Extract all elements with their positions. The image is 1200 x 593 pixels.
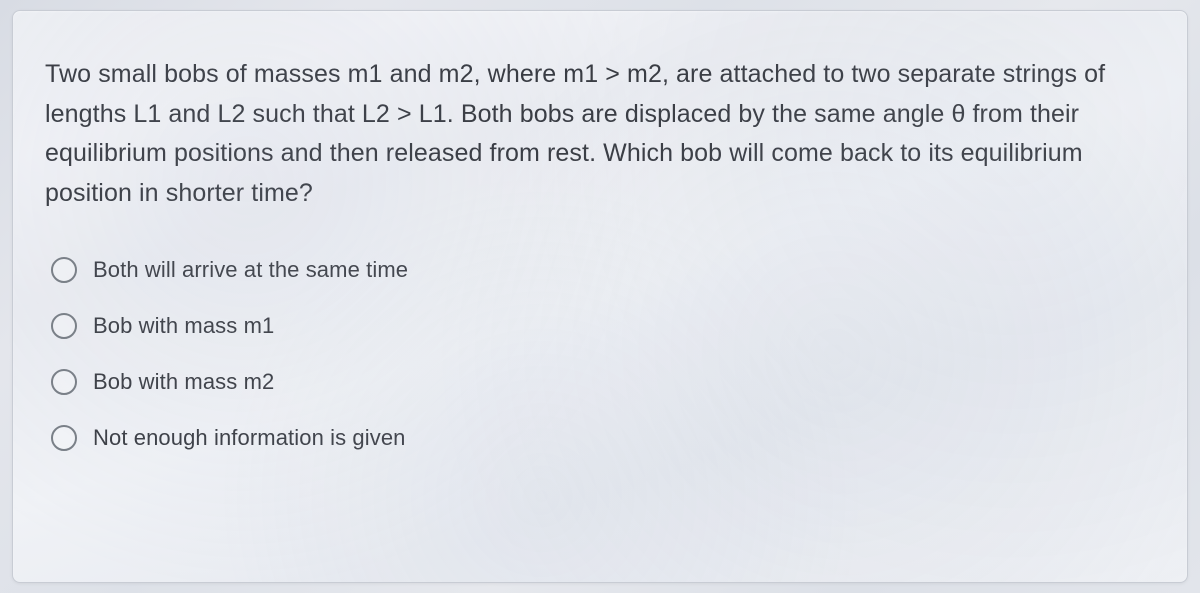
radio-icon[interactable] [51, 257, 77, 283]
option-label: Not enough information is given [93, 425, 406, 451]
option-label: Bob with mass m2 [93, 369, 274, 395]
radio-icon[interactable] [51, 425, 77, 451]
question-card: Two small bobs of masses m1 and m2, wher… [12, 10, 1188, 583]
option-label: Bob with mass m1 [93, 313, 274, 339]
option-row-1[interactable]: Bob with mass m1 [51, 313, 1155, 339]
option-row-2[interactable]: Bob with mass m2 [51, 369, 1155, 395]
question-text: Two small bobs of masses m1 and m2, wher… [45, 55, 1155, 213]
radio-icon[interactable] [51, 369, 77, 395]
option-row-3[interactable]: Not enough information is given [51, 425, 1155, 451]
options-group: Both will arrive at the same time Bob wi… [45, 257, 1155, 451]
option-row-0[interactable]: Both will arrive at the same time [51, 257, 1155, 283]
radio-icon[interactable] [51, 313, 77, 339]
option-label: Both will arrive at the same time [93, 257, 408, 283]
